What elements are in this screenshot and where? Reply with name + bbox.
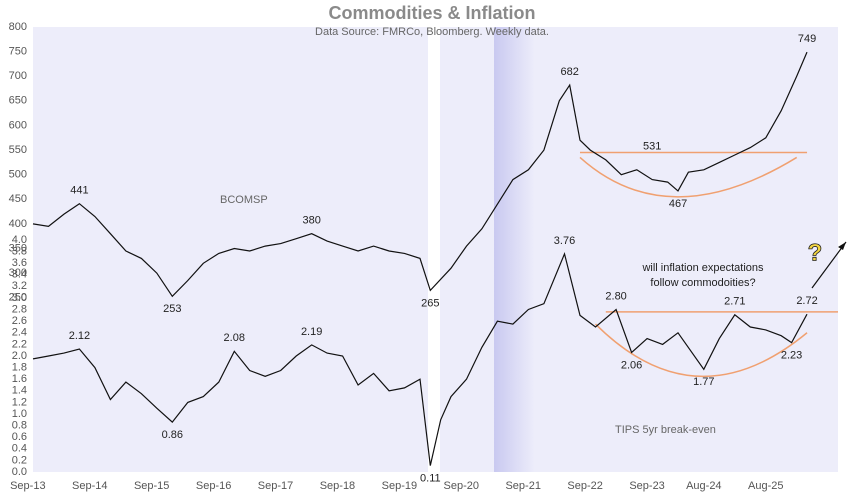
y-tick-label: 1.4: [12, 385, 27, 397]
y-tick-label: 800: [9, 21, 27, 33]
y-tick-label: 350: [9, 242, 27, 254]
series-name: TIPS 5yr break-even: [615, 424, 716, 436]
x-tick-label: Aug-25: [748, 480, 783, 492]
data-label: 1.77: [693, 376, 714, 388]
x-tick-label: Sep-17: [258, 480, 293, 492]
trend-curve: [579, 156, 798, 198]
x-tick-label: Sep-19: [382, 480, 417, 492]
data-label: 749: [798, 33, 816, 45]
x-tick-label: Sep-21: [505, 480, 540, 492]
y-tick-label: 1.2: [12, 396, 27, 408]
chart-title: Commodities & Inflation: [329, 3, 536, 23]
y-tick-label: 500: [9, 169, 27, 181]
shade-band: [494, 27, 534, 472]
x-tick-label: Sep-23: [629, 480, 664, 492]
x-tick-label: Sep-15: [134, 480, 169, 492]
data-label: 2.71: [724, 296, 745, 308]
series-line: [32, 51, 808, 298]
y-tick-label: 2.4: [12, 327, 27, 339]
data-label: 2.23: [781, 350, 802, 362]
data-label: 0.86: [162, 429, 183, 441]
y-tick-label: 300: [9, 267, 27, 279]
data-label: 253: [163, 303, 181, 315]
question-mark: ?: [808, 239, 823, 266]
x-tick-label: Sep-22: [567, 480, 602, 492]
y-tick-label: 0.0: [12, 466, 27, 478]
data-label: 380: [302, 215, 320, 227]
y-tick-label: 2.6: [12, 315, 27, 327]
data-label: 2.72: [796, 295, 817, 307]
data-label: 2.12: [69, 330, 90, 342]
x-tick-label: Sep-16: [196, 480, 231, 492]
y-tick-label: 0.2: [12, 454, 27, 466]
y-tick-label: 0.6: [12, 431, 27, 443]
annotation: will inflation expectations: [641, 262, 764, 274]
y-tick-label: 1.0: [12, 408, 27, 420]
y-tick-label: 3.6: [12, 257, 27, 269]
annotation: follow commodoities?: [650, 277, 755, 289]
shade-gap: [428, 27, 440, 472]
x-tick-label: Sep-13: [10, 480, 45, 492]
data-label: 2.19: [301, 326, 322, 338]
y-tick-label: 600: [9, 119, 27, 131]
data-label: 2.80: [605, 290, 626, 302]
y-tick-label: 0.4: [12, 443, 27, 455]
series-name: BCOMSP: [220, 194, 268, 206]
y-tick-label: 0.8: [12, 419, 27, 431]
y-tick-label: 2.8: [12, 303, 27, 315]
y-tick-label: 550: [9, 144, 27, 156]
chart-subtitle: Data Source: FMRCo, Bloomberg. Weekly da…: [315, 26, 549, 38]
x-tick-label: Sep-18: [320, 480, 355, 492]
y-tick-label: 700: [9, 70, 27, 82]
data-label: 467: [669, 198, 687, 210]
y-tick-label: 2.0: [12, 350, 27, 362]
x-tick-label: Sep-14: [72, 480, 107, 492]
data-label: 265: [421, 297, 439, 309]
data-label: 531: [643, 140, 661, 152]
y-tick-label: 3.4: [12, 269, 27, 281]
y-tick-label: 400: [9, 218, 27, 230]
data-label: 2.06: [621, 359, 642, 371]
y-tick-label: 3.8: [12, 245, 27, 257]
series-line: [32, 251, 808, 466]
data-label: 0.11: [420, 473, 441, 485]
data-label: 682: [560, 66, 578, 78]
data-label: 2.08: [224, 332, 245, 344]
arrow: [811, 241, 847, 289]
y-tick-label: 250: [9, 292, 27, 304]
y-tick-label: 2.2: [12, 338, 27, 350]
y-tick-label: 650: [9, 95, 27, 107]
y-tick-label: 3.0: [12, 292, 27, 304]
arrow-head: [838, 242, 846, 250]
data-label: 3.76: [554, 235, 575, 247]
y-tick-label: 450: [9, 193, 27, 205]
y-tick-label: 3.2: [12, 280, 27, 292]
x-tick-label: Sep-20: [444, 480, 479, 492]
x-tick-label: Aug-24: [686, 480, 721, 492]
trend-curve: [594, 323, 808, 378]
y-tick-label: 1.6: [12, 373, 27, 385]
y-tick-label: 750: [9, 46, 27, 58]
y-tick-label: 4.0: [12, 234, 27, 246]
y-tick-label: 1.8: [12, 361, 27, 373]
data-label: 441: [70, 185, 88, 197]
